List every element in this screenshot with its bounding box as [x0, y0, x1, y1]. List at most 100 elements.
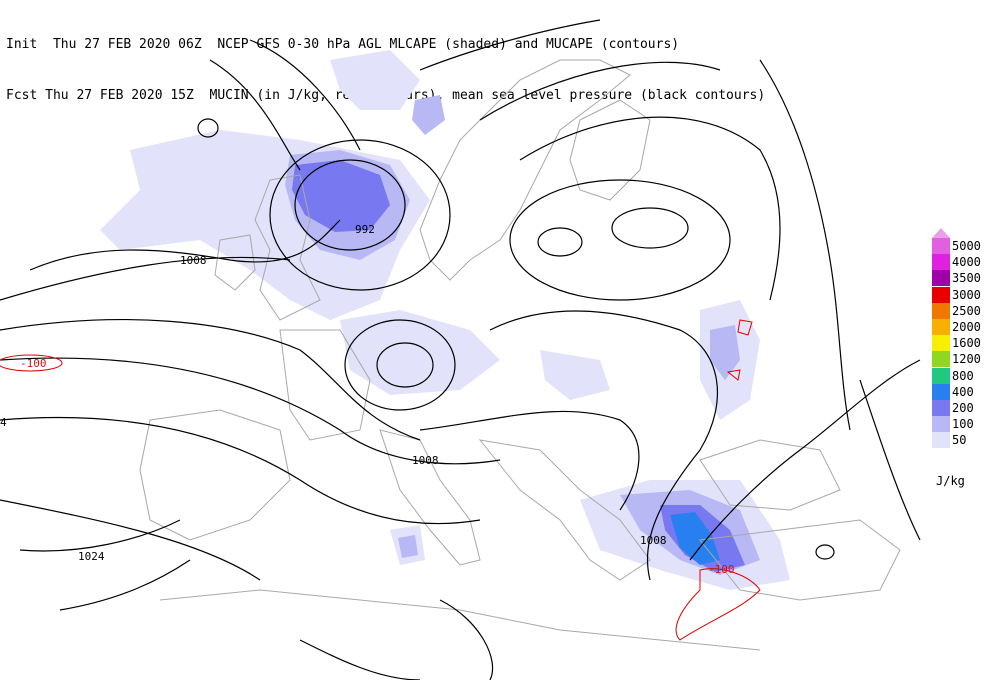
legend-entry: 400	[930, 383, 1000, 400]
cape-shading	[100, 50, 790, 590]
isobar-line	[419, 19, 601, 71]
coast-ireland	[214, 234, 256, 291]
isobar-line	[689, 359, 921, 561]
cin-contour-aegean	[675, 568, 761, 641]
isobar-line	[859, 379, 921, 541]
isobar-line	[0, 499, 261, 581]
legend-swatch	[932, 367, 950, 384]
isobar-small-cell-turkey	[815, 544, 835, 560]
pressure-label: 1008	[640, 534, 667, 547]
isobars	[0, 19, 921, 680]
cin-label: -100	[20, 357, 47, 370]
isobar-low-france-outer	[344, 319, 456, 411]
legend-swatch	[932, 286, 950, 303]
pressure-label: 1024	[78, 550, 105, 563]
cape-area-italy-mid	[398, 535, 418, 558]
coast-france	[279, 329, 371, 441]
legend-swatch	[932, 302, 950, 319]
legend-swatch	[932, 383, 950, 400]
coast-turkey	[699, 519, 901, 601]
isobar-line	[479, 61, 721, 121]
cape-area-north-sea-strong	[292, 160, 390, 232]
cape-legend: 5000 4000 3500 3000 2500 2000 1600 1200 800 400 20…	[930, 228, 1000, 498]
cin-contour-black-sea	[726, 369, 741, 381]
coast-italy	[379, 429, 481, 566]
isobar-line	[299, 639, 421, 680]
legend-top-arrow-icon	[932, 228, 950, 238]
cin-contour-ukraine	[737, 319, 753, 336]
coast-balkans	[478, 439, 651, 581]
legend-swatch	[932, 270, 950, 287]
legend-swatch	[932, 238, 950, 254]
legend-swatch	[932, 432, 950, 449]
legend-value: 100	[952, 417, 974, 432]
legend-entry: 4000	[930, 254, 1000, 271]
cape-area-central-europe	[540, 350, 610, 400]
isobar-small-low-iceland	[197, 118, 219, 138]
legend-value: 400	[952, 384, 974, 399]
isobar-line	[759, 59, 851, 431]
cin-contour-atlantic	[0, 354, 63, 372]
legend-entry: 3500	[930, 270, 1000, 287]
coast-finland	[569, 99, 651, 201]
isobar-low-north-sea-outer	[269, 139, 451, 291]
coast-iberia	[139, 409, 291, 541]
legend-entry: 800	[930, 367, 1000, 384]
isobar-line	[489, 310, 719, 581]
legend-entry: 200	[930, 400, 1000, 416]
legend-entry: 1600	[930, 335, 1000, 352]
cape-area-norway-coast	[412, 95, 445, 135]
coast-north-africa	[159, 589, 761, 651]
pressure-labels: 992 1008 1008 1008 1024 4 -100 -100	[0, 223, 735, 576]
pressure-label: 992	[355, 223, 375, 236]
isobar-line	[209, 59, 301, 171]
isobar-line	[19, 519, 181, 552]
legend-value: 5000	[952, 239, 981, 253]
legend-entry: 2500	[930, 302, 1000, 319]
legend-swatch	[932, 319, 950, 335]
header-init-line: Init Thu 27 FEB 2020 06Z NCEP GFS 0-30 h…	[6, 37, 680, 52]
isobar-line	[0, 357, 501, 465]
isobar-line	[59, 559, 191, 611]
coast-british-isles	[254, 174, 321, 321]
legend-value: 200	[952, 401, 974, 415]
legend-value: 3000	[952, 287, 981, 302]
cape-area-benelux	[340, 310, 500, 395]
isobar-line	[29, 219, 341, 271]
isobar-line	[419, 410, 640, 511]
legend-value: 2000	[952, 320, 981, 334]
isobar-low-france	[376, 342, 434, 388]
isobar-line	[519, 116, 781, 301]
legend-value: 1600	[952, 336, 981, 351]
legend-entry: 5000	[930, 238, 1000, 254]
pressure-label: 1008	[180, 254, 207, 267]
legend-value: 1200	[952, 352, 981, 367]
coastlines	[139, 59, 901, 651]
legend-value: 3500	[952, 271, 981, 286]
coast-scandinavia	[419, 59, 631, 281]
isobar-line	[0, 416, 481, 525]
cape-area-aegean-peak	[670, 512, 720, 565]
legend-units: J/kg	[936, 474, 965, 488]
legend-entry: 2000	[930, 319, 1000, 335]
legend-entry: 100	[930, 416, 1000, 433]
pressure-label: 4	[0, 416, 7, 429]
legend-swatch	[932, 335, 950, 352]
isobar-line	[249, 39, 361, 151]
cape-area-atlantic-north	[330, 50, 420, 110]
isobar-line	[0, 256, 291, 301]
legend-entry: 1200	[930, 351, 1000, 368]
legend-value: 50	[952, 433, 967, 448]
isobar-high-russia-outer	[509, 179, 731, 301]
weather-map[interactable]: 992 1008 1008 1008 1024 4 -100 -100	[0, 0, 930, 680]
isobar-low-baltic	[537, 227, 583, 257]
cape-area-ukraine-mid	[710, 325, 740, 380]
legend-entry: 3000	[930, 286, 1000, 303]
legend-swatch	[932, 400, 950, 416]
legend-value: 4000	[952, 255, 981, 270]
isobar-high-russia	[611, 207, 689, 249]
legend-swatch	[932, 254, 950, 271]
isobar-line	[0, 319, 421, 441]
isobar-line	[439, 599, 494, 680]
cin-contours	[0, 319, 761, 641]
